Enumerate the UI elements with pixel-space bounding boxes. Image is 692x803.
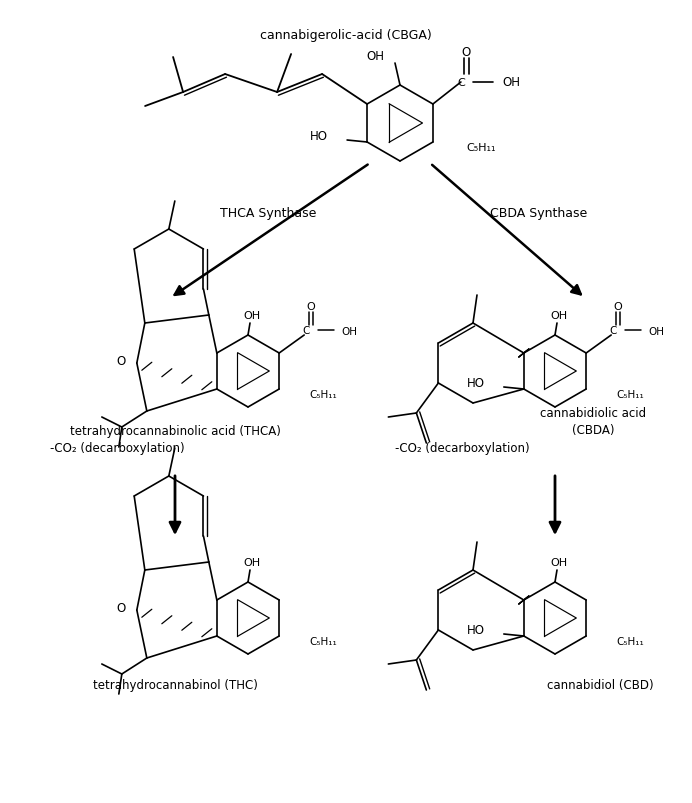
Text: OH: OH	[648, 327, 664, 336]
Text: OH: OH	[550, 311, 567, 320]
Text: C₅H₁₁: C₅H₁₁	[617, 636, 644, 646]
Text: C: C	[457, 78, 465, 88]
Text: C₅H₁₁: C₅H₁₁	[466, 143, 495, 153]
Text: (CBDA): (CBDA)	[572, 424, 614, 437]
Text: cannabidiolic acid: cannabidiolic acid	[540, 407, 646, 420]
Text: O: O	[116, 355, 125, 368]
Text: O: O	[116, 601, 125, 615]
Text: cannabigerolic-acid (CBGA): cannabigerolic-acid (CBGA)	[260, 28, 432, 42]
Text: THCA Synthase: THCA Synthase	[220, 207, 316, 220]
Text: C₅H₁₁: C₅H₁₁	[309, 389, 337, 400]
Text: C: C	[610, 325, 617, 336]
Text: HO: HO	[467, 377, 485, 390]
Text: C₅H₁₁: C₅H₁₁	[617, 389, 644, 400]
Text: tetrahydrocannabinol (THC): tetrahydrocannabinol (THC)	[93, 679, 257, 691]
Text: cannabidiol (CBD): cannabidiol (CBD)	[547, 679, 653, 691]
Text: OH: OH	[502, 76, 520, 89]
Text: O: O	[614, 302, 623, 312]
Text: OH: OH	[341, 327, 357, 336]
Text: C₅H₁₁: C₅H₁₁	[309, 636, 337, 646]
Text: OH: OH	[244, 557, 261, 567]
Text: C: C	[302, 325, 310, 336]
Text: CBDA Synthase: CBDA Synthase	[490, 207, 588, 220]
Text: -CO₂ (decarboxylation): -CO₂ (decarboxylation)	[50, 442, 185, 455]
Text: tetrahydrocannabinolic acid (THCA): tetrahydrocannabinolic acid (THCA)	[70, 425, 280, 438]
Text: HO: HO	[467, 624, 485, 637]
Text: OH: OH	[366, 51, 384, 63]
Text: HO: HO	[310, 130, 328, 143]
Text: -CO₂ (decarboxylation): -CO₂ (decarboxylation)	[395, 442, 529, 455]
Text: OH: OH	[244, 311, 261, 320]
Text: O: O	[462, 47, 471, 59]
Text: OH: OH	[550, 557, 567, 567]
Text: O: O	[307, 302, 316, 312]
